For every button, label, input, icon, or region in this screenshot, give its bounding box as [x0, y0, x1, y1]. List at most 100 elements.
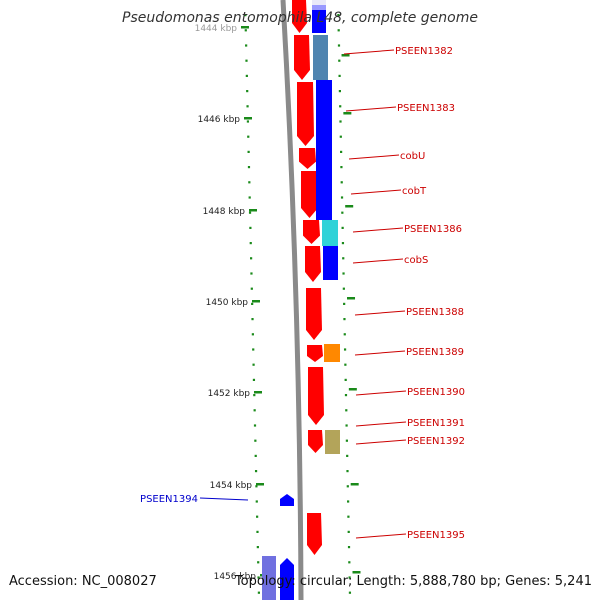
leader-line — [355, 439, 407, 445]
gene-arrow — [306, 288, 322, 340]
tick-dot — [254, 439, 257, 442]
tick-dot — [344, 394, 348, 397]
tick-dot — [339, 105, 342, 108]
tick-dot — [247, 150, 250, 153]
leader-line — [345, 106, 397, 112]
tick-dot — [256, 515, 259, 518]
kbp-major-tick — [244, 117, 252, 120]
gene-label: PSEEN1388 — [406, 307, 464, 318]
kbp-major-tick — [347, 297, 356, 300]
leader-line — [343, 49, 395, 55]
gene-arrow — [308, 430, 323, 453]
tick-dot — [340, 166, 343, 169]
tick-dot — [347, 530, 350, 533]
tick-dot — [337, 14, 340, 17]
tick-dot — [247, 135, 250, 138]
tick-dot — [341, 226, 344, 229]
tick-dot — [251, 333, 254, 336]
tick-dot — [343, 318, 346, 321]
tick-dot — [347, 500, 350, 503]
kbp-major-tick — [348, 388, 357, 391]
gene-block — [324, 344, 340, 362]
kbp-label: 1452 kbp — [208, 389, 251, 399]
gene-block — [316, 80, 332, 220]
kbp-major-tick — [256, 483, 264, 486]
leader-line — [355, 390, 407, 396]
tick-dot — [343, 302, 346, 305]
tick-dot — [340, 150, 343, 153]
gene-block — [312, 5, 326, 33]
tick-dot — [347, 546, 351, 549]
tick-dot — [250, 257, 253, 260]
tick-dot — [344, 378, 347, 381]
tick-dot — [337, 44, 341, 47]
tick-dot — [245, 59, 248, 62]
tick-dot — [256, 546, 259, 549]
tick-dot — [339, 135, 342, 138]
tick-dot — [246, 120, 250, 123]
tick-dot — [340, 181, 343, 184]
tick-dot — [250, 272, 253, 275]
gene-arrow — [301, 171, 318, 218]
kbp-major-tick — [352, 571, 361, 574]
gene-label: PSEEN1395 — [407, 530, 465, 541]
tick-dot — [251, 302, 254, 305]
tick-dot — [338, 90, 341, 93]
gene-arrow — [299, 148, 316, 169]
gene-arrow — [307, 513, 322, 555]
gene-label: cobT — [402, 186, 427, 197]
gene-arrow — [303, 220, 320, 244]
leader-line — [348, 154, 400, 160]
gene-label: cobS — [404, 255, 428, 266]
tick-dot — [339, 120, 342, 123]
gene-label: PSEEN1392 — [407, 436, 465, 447]
gene-block — [322, 220, 338, 246]
kbp-major-tick — [254, 391, 262, 394]
kbp-major-tick — [343, 112, 352, 115]
tick-dot — [252, 378, 256, 381]
gene-label: cobU — [400, 151, 425, 162]
gene-label: PSEEN1390 — [407, 387, 465, 398]
tick-dot — [346, 485, 349, 488]
tick-dot — [343, 333, 346, 336]
gene-arrow — [307, 345, 323, 362]
page-title: Pseudomonas entomophila L48, complete ge… — [122, 10, 478, 26]
gene-block — [325, 430, 340, 454]
tick-dot — [254, 470, 258, 473]
kbp-label: 1450 kbp — [206, 298, 249, 308]
tick-dot — [253, 409, 256, 412]
kbp-label: 1454 kbp — [210, 481, 253, 491]
tick-dot — [342, 257, 345, 260]
tick-dot — [340, 196, 344, 199]
kbp-major-tick — [249, 209, 257, 212]
tick-dot — [253, 394, 256, 397]
tick-dot — [338, 59, 341, 62]
tick-dot — [343, 348, 347, 351]
gene-arrow — [294, 35, 310, 80]
tick-dot — [244, 29, 247, 32]
leader-line — [354, 310, 406, 316]
gene-label: PSEEN1383 — [397, 103, 455, 114]
tick-dot — [348, 561, 351, 564]
tick-dot — [337, 29, 340, 32]
tick-dot — [244, 14, 247, 17]
accession-label: Accession: NC_008027 — [9, 574, 157, 589]
tick-dot — [251, 318, 254, 321]
kbp-label: 1448 kbp — [203, 207, 246, 217]
gene-arrow — [280, 494, 294, 506]
kbp-major-tick — [345, 205, 354, 208]
leader-line — [354, 350, 406, 356]
tick-dot — [249, 242, 252, 245]
gene-label: PSEEN1394 — [140, 494, 198, 505]
tick-dot — [250, 287, 253, 290]
gene-label: PSEEN1382 — [395, 46, 453, 57]
tick-dot — [345, 424, 348, 427]
kbp-label: 1444 kbp — [195, 24, 238, 34]
kbp-major-tick — [350, 483, 359, 486]
tick-dot — [252, 348, 255, 351]
kbp-major-tick — [252, 300, 260, 303]
tick-dot — [253, 424, 257, 427]
gene-arrow — [280, 558, 294, 600]
tick-dot — [338, 74, 341, 77]
tick-dot — [345, 409, 348, 412]
